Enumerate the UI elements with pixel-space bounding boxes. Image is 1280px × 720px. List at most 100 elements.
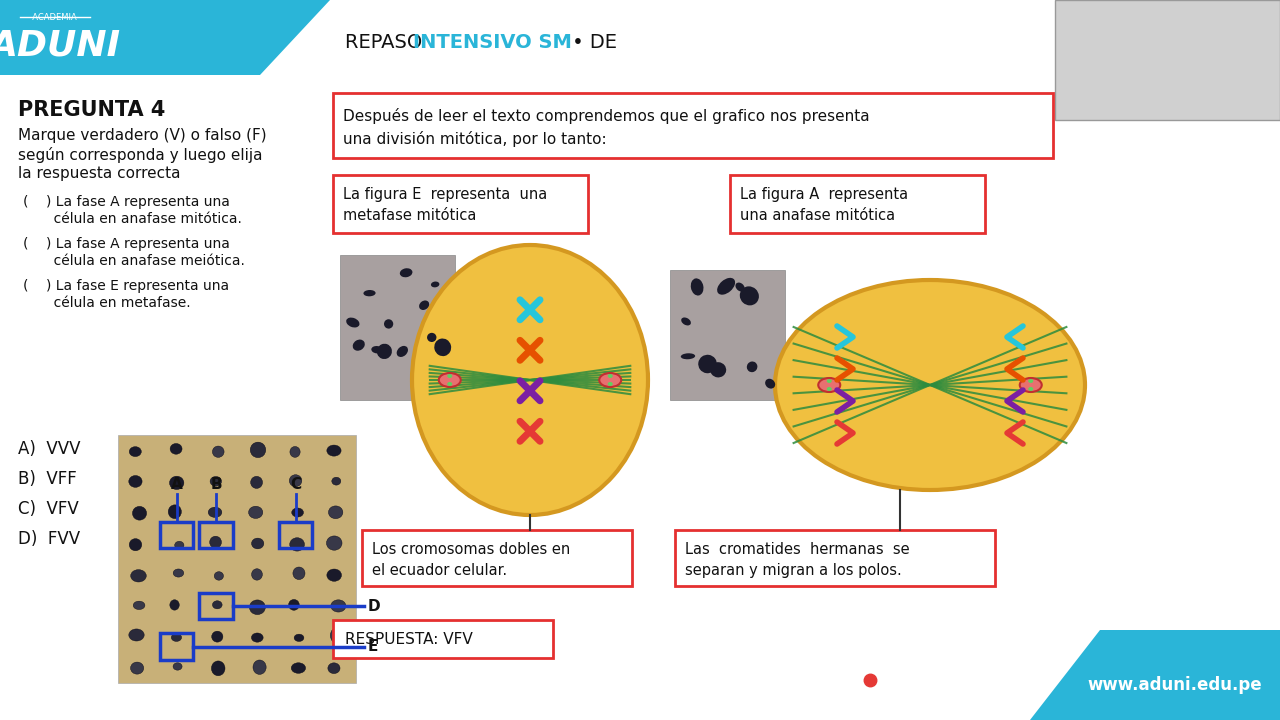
Text: B: B [210,477,221,492]
Ellipse shape [447,374,452,378]
Bar [669,270,785,400]
Ellipse shape [133,601,145,610]
Text: C: C [291,477,301,492]
Ellipse shape [608,382,613,386]
Ellipse shape [681,354,695,359]
Ellipse shape [129,629,145,641]
Bar [333,93,1053,158]
Ellipse shape [765,379,776,389]
Ellipse shape [428,333,436,342]
Text: la respuesta correcta: la respuesta correcta [18,166,180,181]
Ellipse shape [168,505,182,518]
Bar [279,522,312,548]
Text: una anafase mitótica: una anafase mitótica [740,208,895,223]
Bar [160,522,193,548]
Bar [200,522,233,548]
Ellipse shape [132,506,147,520]
Ellipse shape [129,539,142,551]
Text: separan y migran a los polos.: separan y migran a los polos. [685,563,901,578]
Ellipse shape [209,507,221,518]
Ellipse shape [827,379,832,383]
Bar [333,620,553,658]
Ellipse shape [330,600,346,612]
Text: La figura E  representa  una: La figura E representa una [343,187,548,202]
Ellipse shape [251,442,266,458]
Bar [160,634,193,660]
Ellipse shape [1028,379,1033,383]
Ellipse shape [399,269,412,277]
Bar [675,530,995,586]
Ellipse shape [212,600,223,609]
Ellipse shape [608,374,613,378]
Text: ─  ACADEMIA  ─: ─ ACADEMIA ─ [23,12,87,22]
Ellipse shape [691,279,704,295]
Ellipse shape [717,278,735,294]
Bar [118,435,356,683]
Text: célula en metafase.: célula en metafase. [23,296,191,310]
Ellipse shape [353,340,365,351]
Text: célula en anafase mitótica.: célula en anafase mitótica. [23,212,242,226]
Ellipse shape [294,634,303,642]
Text: PREGUNTA 4: PREGUNTA 4 [18,100,165,120]
Bar [340,255,454,400]
Ellipse shape [397,346,408,357]
Ellipse shape [26,0,325,40]
Ellipse shape [736,282,745,292]
Text: D: D [369,599,380,613]
Ellipse shape [172,634,182,642]
Ellipse shape [248,506,262,518]
Bar [1055,0,1280,120]
Ellipse shape [698,355,717,373]
Polygon shape [260,0,330,75]
Text: (    ) La fase E representa una: ( ) La fase E representa una [23,279,229,293]
Text: Las  cromatides  hermanas  se: Las cromatides hermanas se [685,542,910,557]
Text: (    ) La fase A representa una: ( ) La fase A representa una [23,237,230,251]
Text: Marque verdadero (V) o falso (F): Marque verdadero (V) o falso (F) [18,128,266,143]
Ellipse shape [376,343,392,359]
Text: C)  VFV: C) VFV [18,500,79,518]
Ellipse shape [253,660,266,675]
Ellipse shape [288,600,300,611]
Text: metafase mitótica: metafase mitótica [343,208,476,223]
Text: REPASO: REPASO [346,32,429,52]
Ellipse shape [326,445,340,456]
Text: Después de leer el texto comprendemos que el grafico nos presenta: Después de leer el texto comprendemos qu… [343,108,869,124]
Ellipse shape [131,662,143,674]
Ellipse shape [681,318,691,325]
Ellipse shape [173,663,182,670]
Ellipse shape [251,633,264,642]
Ellipse shape [412,245,648,515]
Ellipse shape [214,572,224,580]
Ellipse shape [293,567,305,580]
Ellipse shape [292,663,306,673]
Text: RESPUESTA: VFV: RESPUESTA: VFV [346,631,472,647]
Bar [200,593,233,619]
Ellipse shape [371,346,383,354]
Ellipse shape [211,631,223,642]
Ellipse shape [439,373,461,387]
Ellipse shape [326,569,342,581]
Ellipse shape [774,280,1085,490]
Ellipse shape [431,282,439,287]
Ellipse shape [252,569,262,580]
Ellipse shape [252,538,264,549]
Ellipse shape [211,661,225,676]
Text: ADUNI: ADUNI [0,28,120,62]
Ellipse shape [174,541,184,549]
Text: B)  VFF: B) VFF [18,470,77,488]
Text: una división mitótica, por lo tanto:: una división mitótica, por lo tanto: [343,131,607,147]
Polygon shape [1030,630,1280,720]
Ellipse shape [330,627,346,644]
Bar [333,175,588,233]
Ellipse shape [346,318,360,328]
Ellipse shape [292,508,303,517]
Ellipse shape [329,506,343,518]
Ellipse shape [827,387,832,391]
Text: Los cromosomas dobles en: Los cromosomas dobles en [372,542,571,557]
Text: según corresponda y luego elija: según corresponda y luego elija [18,147,262,163]
Bar [362,530,632,586]
Ellipse shape [710,362,726,377]
Ellipse shape [447,382,452,386]
Ellipse shape [740,287,759,305]
Text: D)  FVV: D) FVV [18,530,81,548]
